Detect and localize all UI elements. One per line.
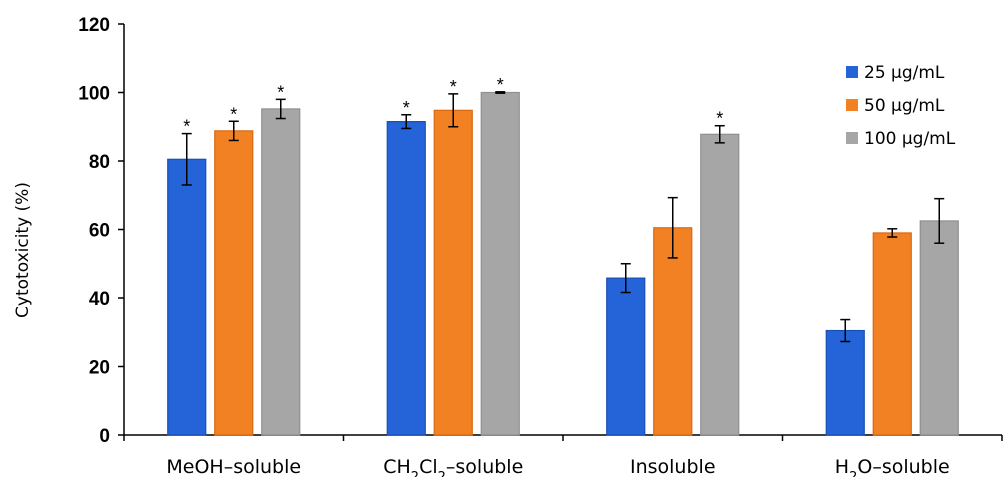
x-tick-label: CH2Cl2–soluble	[383, 456, 523, 477]
legend-swatch	[846, 132, 858, 144]
bar	[386, 121, 426, 436]
legend-swatch	[846, 66, 858, 78]
legend-label: 25 µg/mL	[864, 63, 945, 83]
x-tick-label-part: MeOH–soluble	[166, 456, 301, 477]
bar	[214, 130, 254, 436]
y-tick-label: 80	[89, 152, 110, 173]
x-tick-label-part: Cl	[419, 456, 438, 477]
legend-label: 100 µg/mL	[864, 129, 956, 149]
bar	[433, 109, 473, 436]
x-tick-label-part: CH	[383, 456, 411, 477]
x-tick-label-part: H	[835, 456, 849, 477]
y-tick-label: 100	[78, 84, 110, 105]
y-tick-label: 60	[89, 221, 110, 242]
bar	[261, 108, 301, 436]
significance-marker: *	[716, 109, 723, 129]
legend-swatch	[846, 99, 858, 111]
bar	[825, 329, 865, 436]
x-tick-label-part: O–soluble	[857, 456, 949, 477]
x-tick-label: H2O–soluble	[835, 456, 950, 477]
bar	[167, 158, 207, 436]
x-tick-label: Insoluble	[630, 456, 716, 477]
significance-marker: *	[403, 98, 410, 118]
y-tick-label: 20	[89, 358, 110, 379]
y-tick-label: 120	[78, 15, 110, 36]
y-tick-label: 40	[89, 289, 110, 310]
bar	[700, 133, 740, 436]
significance-marker: *	[497, 75, 504, 95]
x-tick-label-part: Insoluble	[630, 456, 716, 477]
legend-label: 50 µg/mL	[864, 96, 945, 116]
x-tick-label: MeOH–soluble	[166, 456, 301, 477]
significance-marker: *	[277, 82, 284, 102]
legend: 25 µg/mL 50 µg/mL 100 µg/mL	[846, 63, 956, 149]
bar	[653, 227, 693, 436]
bar	[872, 232, 912, 436]
y-axis: 0 20 40 60 80 100 120	[78, 15, 125, 447]
y-tick-label: 0	[99, 426, 110, 447]
bar	[480, 91, 520, 436]
significance-marker: *	[450, 77, 457, 97]
bars: * * * * * * *	[167, 75, 959, 436]
x-tick-label-subscript: 2	[411, 470, 419, 477]
bar	[919, 220, 959, 436]
x-tick-label-subscript: 2	[849, 470, 857, 477]
x-tick-label-part: –soluble	[446, 456, 523, 477]
significance-marker: *	[183, 117, 190, 137]
bar	[606, 277, 646, 436]
x-axis: MeOH–soluble CH2Cl2–soluble Insoluble H2O–s…	[123, 434, 1003, 477]
significance-marker: *	[230, 104, 237, 124]
y-axis-label: Cytotoxicity (%)	[13, 182, 33, 318]
x-tick-label-subscript: 2	[438, 470, 446, 477]
